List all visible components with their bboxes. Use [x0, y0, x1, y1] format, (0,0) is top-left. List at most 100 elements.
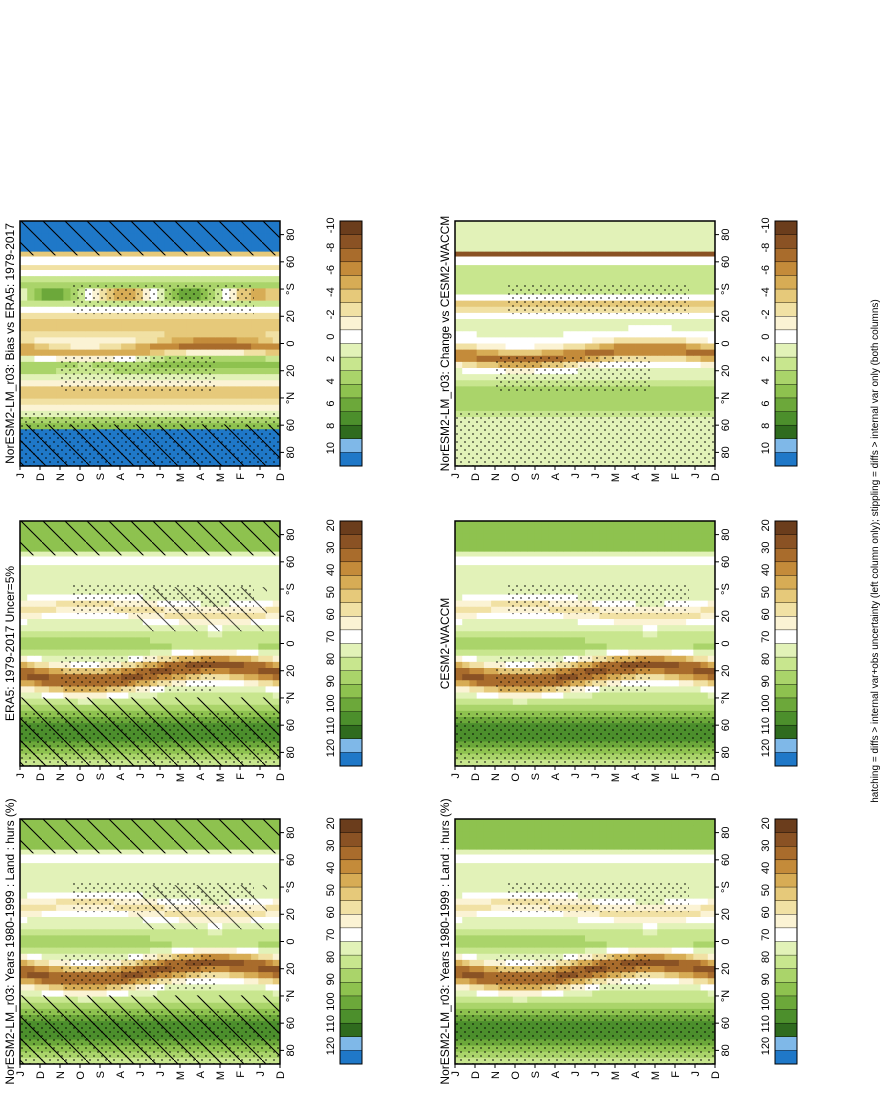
heatmap-cell	[41, 643, 50, 650]
heatmap-cell	[27, 655, 35, 662]
month-tick-label: J	[590, 1071, 602, 1077]
heatmap-cell	[258, 649, 266, 656]
heatmap-cell	[106, 618, 115, 626]
heatmap-cell	[229, 667, 238, 675]
heatmap-cell	[650, 830, 658, 838]
heatmap-cell	[483, 692, 492, 699]
heatmap-cell	[48, 873, 57, 881]
heatmap-cell	[178, 636, 187, 644]
heatmap-cell	[664, 941, 673, 948]
heatmap-cell	[48, 581, 57, 589]
heatmap-cell	[469, 698, 478, 705]
heatmap-cell	[265, 569, 274, 577]
heatmap-cell	[92, 649, 100, 656]
heatmap-cell	[693, 977, 701, 985]
heatmap-cell	[164, 990, 173, 997]
heatmap-cell	[243, 867, 252, 875]
heatmap-cell	[150, 990, 158, 997]
heatmap-cell	[664, 916, 673, 924]
heatmap-cell	[577, 836, 586, 844]
month-tick-label: J	[15, 773, 27, 779]
heatmap-cell	[236, 636, 245, 644]
heatmap-cell	[70, 867, 79, 875]
heatmap-cell	[56, 649, 64, 656]
heatmap-cell	[77, 916, 86, 924]
heatmap-cell	[48, 636, 57, 644]
heatmap-cell	[678, 977, 687, 985]
heatmap-cell	[27, 885, 35, 893]
heatmap-cell	[462, 704, 470, 711]
heatmap-cell	[41, 867, 50, 875]
heatmap-cell	[635, 867, 644, 875]
heatmap-cell	[56, 947, 64, 954]
heatmap-cell	[491, 843, 499, 850]
colorbar-label: 110	[325, 717, 337, 735]
heatmap-cell	[650, 953, 658, 960]
heatmap-cell	[215, 947, 223, 954]
heatmap-cell	[236, 661, 245, 668]
heatmap-cell	[229, 661, 238, 668]
heatmap-cell	[229, 673, 238, 681]
heatmap-cell	[520, 941, 528, 948]
heatmap-cell	[628, 843, 636, 850]
heatmap-cell	[700, 867, 709, 875]
heatmap-cell	[121, 910, 129, 917]
heatmap-cell	[92, 990, 100, 997]
heatmap-cell	[113, 941, 122, 948]
heatmap-cell	[85, 569, 93, 577]
month-tick-label: N	[490, 1071, 502, 1079]
heatmap-cell	[20, 581, 28, 589]
heatmap-cell	[512, 824, 521, 832]
heatmap-cell	[99, 636, 108, 644]
heatmap-cell	[92, 910, 100, 917]
heatmap-cell	[570, 867, 579, 875]
heatmap-cell	[563, 692, 571, 699]
heatmap-cell	[650, 996, 658, 1003]
heatmap-cell	[121, 934, 129, 942]
heatmap-cell	[85, 630, 93, 638]
heatmap-cell	[462, 830, 470, 838]
heatmap-cell	[678, 916, 687, 924]
heatmap-cell	[592, 698, 600, 705]
heatmap-cell	[462, 934, 470, 942]
heatmap-cell	[570, 928, 579, 936]
heatmap-cell	[664, 971, 673, 979]
heatmap-cell	[606, 698, 615, 705]
heatmap-cell	[592, 867, 600, 875]
heatmap-cell	[700, 965, 709, 973]
heatmap-cell	[243, 947, 252, 954]
lat-tick-label: 60	[720, 854, 732, 866]
heatmap-cell	[592, 830, 600, 838]
heatmap-cell	[34, 594, 43, 601]
heatmap-cell	[258, 934, 266, 942]
month-tick-label: M	[175, 773, 187, 782]
heatmap-cell	[613, 922, 622, 930]
lat-tick-label: 20	[720, 963, 732, 975]
heatmap-cell	[628, 947, 636, 954]
heatmap-cell	[491, 885, 499, 893]
heatmap-cell	[243, 941, 252, 948]
heatmap-cell	[462, 990, 470, 997]
heatmap-cell	[229, 947, 238, 954]
heatmap-cell	[113, 922, 122, 930]
heatmap-cell	[142, 649, 151, 656]
heatmap-cell	[548, 698, 557, 705]
heatmap-cell	[563, 916, 571, 924]
heatmap-cell	[113, 575, 122, 583]
heatmap-cell	[512, 836, 521, 844]
heatmap-cell	[251, 679, 259, 687]
month-tick-label: D	[710, 1071, 722, 1079]
heatmap-cell	[642, 922, 651, 930]
heatmap-cell	[455, 947, 463, 954]
heatmap-cell	[251, 947, 259, 954]
heatmap-cell	[635, 1002, 644, 1009]
heatmap-cell	[498, 830, 506, 838]
heatmap-cell	[621, 843, 629, 850]
panel-era5: ERA5: 1979-2017 Uncer=5%8060°N20020°S608…	[3, 519, 363, 782]
heatmap-cell	[678, 873, 687, 881]
heatmap-cell	[34, 977, 43, 985]
heatmap-cell	[462, 867, 470, 875]
colorbar-swatch	[339, 968, 363, 983]
heatmap-cell	[77, 630, 86, 638]
heatmap-cell	[85, 922, 93, 930]
